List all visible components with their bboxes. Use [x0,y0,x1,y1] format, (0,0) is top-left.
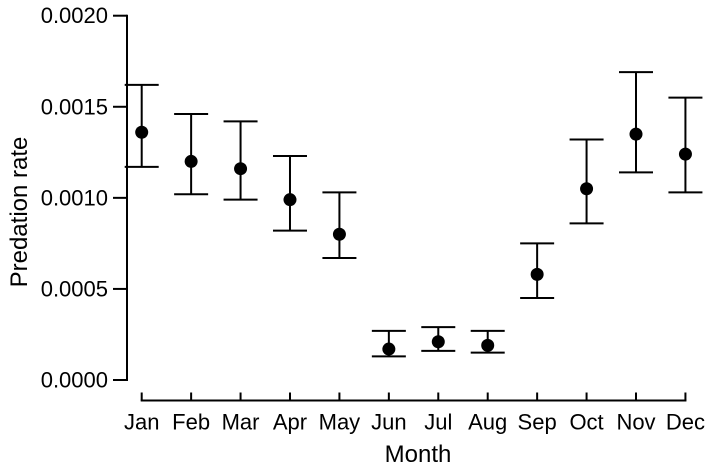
y-tick-label-0.0010: 0.0010 [41,185,108,210]
x-tick-label-may: May [319,410,361,435]
x-tick-label-jul: Jul [424,410,452,435]
x-tick-label-oct: Oct [569,410,603,435]
data-point-jul [431,335,445,349]
y-tick-label-0.0000: 0.0000 [41,368,108,393]
data-point-mar [234,162,248,176]
data-point-aug [481,338,495,352]
x-tick-label-aug: Aug [468,410,507,435]
x-tick-label-mar: Mar [222,410,260,435]
x-tick-label-jun: Jun [371,410,406,435]
data-point-dec [678,147,692,161]
x-axis-title: Month [384,441,452,468]
y-tick-label-0.0015: 0.0015 [41,94,108,119]
data-point-may [332,227,346,241]
x-tick-label-apr: Apr [273,410,307,435]
x-tick-label-dec: Dec [666,410,705,435]
y-axis-title: Predation rate [6,136,33,288]
x-tick-label-jan: Jan [124,410,159,435]
data-point-oct [580,182,594,196]
y-tick-label-0.0020: 0.0020 [41,3,108,28]
x-tick-label-sep: Sep [518,410,557,435]
x-tick-label-feb: Feb [172,410,210,435]
data-point-apr [283,193,297,207]
data-point-jan [135,125,149,139]
data-point-nov [629,127,643,141]
data-point-sep [530,267,544,281]
data-point-jun [382,342,396,356]
data-point-feb [184,154,198,168]
y-tick-label-0.0005: 0.0005 [41,276,108,301]
x-tick-label-nov: Nov [616,410,655,435]
